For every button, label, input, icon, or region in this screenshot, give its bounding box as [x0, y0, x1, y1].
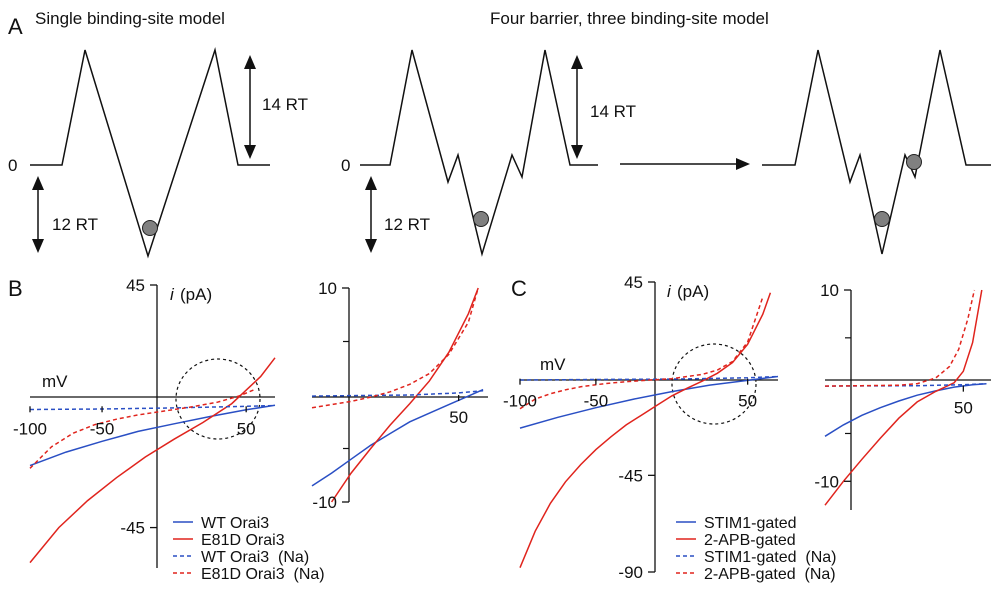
panel-c-xlabel: mV: [540, 355, 566, 374]
y-tick-label: -45: [120, 519, 145, 538]
zero-label-right: 0: [341, 156, 350, 175]
panel-b-series: [29, 357, 276, 564]
series-line-e81d-orai3-na: [29, 389, 254, 469]
legend-label: 2-APB-gated (Na): [704, 566, 836, 583]
ion-right-2b: [906, 154, 922, 170]
y-tick-label: 45: [126, 276, 145, 295]
panel-b-inset-ticks: 50 -10 10: [312, 279, 468, 512]
ion-right-1: [473, 211, 489, 227]
ion-right-2a: [874, 211, 890, 227]
panel-b-inset-chart: 50 -10 10: [311, 279, 488, 512]
series-line-wt-orai3-na: [29, 404, 276, 411]
x-tick-label: 50: [449, 408, 468, 427]
zero-label-left: 0: [8, 156, 17, 175]
y-tick-label: 45: [624, 273, 643, 292]
x-tick-label: -100: [503, 392, 537, 411]
well-label-right: 12 RT: [384, 215, 430, 234]
panel-c-ylabel-italic: i: [667, 282, 672, 301]
panel-c-ticks: -100 -50 50 -90 -45 45: [503, 273, 757, 582]
y-tick-label: 10: [820, 281, 839, 300]
panel-b-main-chart: i (pA) mV -100 -50 50 -45 45: [13, 276, 276, 568]
x-tick-label: -50: [90, 419, 115, 438]
panel-c-inset-chart: 50 -10 10: [814, 281, 991, 510]
x-tick-label: -50: [584, 392, 609, 411]
panel-b-letter: B: [8, 276, 23, 301]
three-site-energy-profile-1: [360, 49, 598, 257]
y-tick-label: -10: [814, 472, 839, 491]
barrier-label-right: 14 RT: [590, 102, 636, 121]
series-line-2-apb-gated: [519, 292, 772, 568]
well-label-left: 12 RT: [52, 215, 98, 234]
panel-b-ylabel-italic: i: [170, 285, 175, 304]
panel-c-main-chart: i (pA) mV -100 -50 50 -90 -45 45: [503, 273, 779, 582]
panel-c-series: [519, 292, 779, 568]
series-line-stim1-gated-na: [519, 375, 779, 381]
panel-c-inset-series: [824, 289, 987, 506]
panel-b-inset-series: [311, 287, 484, 503]
legend-label: WT Orai3: [201, 515, 269, 532]
panel-c-letter: C: [511, 276, 527, 301]
series-line-e81d-orai3-na: [311, 287, 479, 409]
legend-label: E81D Orai3 (Na): [201, 566, 325, 583]
panel-b-ylabel: (pA): [180, 285, 212, 304]
panel-c-zoom-circle: [671, 343, 757, 425]
x-tick-label: 50: [237, 419, 256, 438]
panel-c: C i (pA) mV -100 -50 50 -90 -45 45 STIM1-gate…: [503, 273, 991, 583]
x-tick-label: 50: [738, 392, 757, 411]
panel-b-ticks: -100 -50 50 -45 45: [13, 276, 256, 538]
x-tick-label: -100: [13, 419, 47, 438]
y-tick-label: -90: [618, 563, 643, 582]
y-tick-label: 10: [318, 279, 337, 298]
panel-b-zoom-circle: [175, 358, 261, 440]
legend-label: WT Orai3 (Na): [201, 549, 309, 566]
legend-label: STIM1-gated (Na): [704, 549, 836, 566]
y-tick-label: -10: [312, 493, 337, 512]
panel-c-ylabel: (pA): [677, 282, 709, 301]
three-site-energy-profile-2: [762, 49, 991, 255]
legend-label: E81D Orai3: [201, 532, 285, 549]
single-site-energy-profile: [30, 47, 270, 259]
series-line-e81d-orai3: [29, 357, 276, 564]
series-line-wt-orai3: [29, 404, 276, 467]
series-line-e81d-orai3: [330, 287, 479, 503]
x-tick-label: 50: [954, 399, 973, 418]
series-line-2-apb-gated: [824, 289, 983, 506]
panel-b-xlabel: mV: [42, 372, 68, 391]
series-line-wt-orai3: [311, 388, 484, 487]
legend-label: 2-APB-gated: [704, 532, 796, 549]
panel-c-inset-ticks: 50 -10 10: [814, 281, 972, 491]
legend-label: STIM1-gated: [704, 515, 796, 532]
series-line-wt-orai3-na: [311, 389, 484, 397]
series-line-2-apb-gated-na: [824, 289, 976, 387]
ion-left: [142, 220, 158, 236]
barrier-label-left: 14 RT: [262, 95, 308, 114]
series-line-stim1-gated: [519, 375, 779, 429]
panel-a-left-title: Single binding-site model: [35, 9, 225, 28]
panel-a-letter: A: [8, 14, 23, 39]
y-tick-label: -45: [618, 466, 643, 485]
panel-a-right-title: Four barrier, three binding-site model: [490, 9, 769, 28]
panel-a: A Single binding-site model Four barrier…: [8, 9, 991, 259]
series-line-2-apb-gated-na: [519, 296, 764, 410]
